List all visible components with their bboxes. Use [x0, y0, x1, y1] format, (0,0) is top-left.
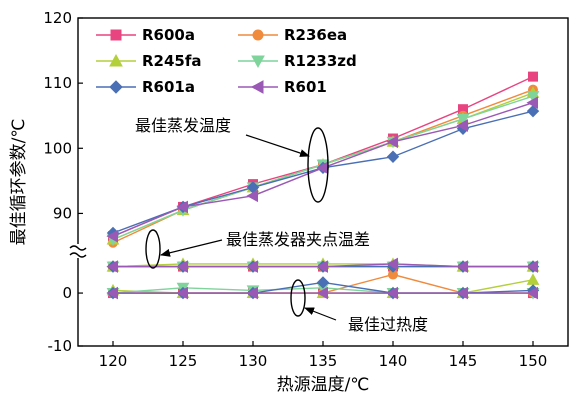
annotation-pinch-label: 最佳蒸发器夹点温差 [226, 230, 370, 249]
series-line-evap [112, 75, 534, 237]
annotation-evaporation: 最佳蒸发温度 [135, 116, 329, 203]
y-tick-label: 120 [43, 9, 72, 27]
data-point [176, 286, 188, 300]
y-tick-label: 90 [53, 204, 72, 222]
annotation-superheat: 最佳过热度 [290, 279, 428, 334]
legend-label: R601a [142, 78, 195, 96]
data-point [526, 96, 538, 110]
data-point [106, 286, 118, 300]
data-point [110, 29, 122, 41]
legend-label: R236ea [284, 26, 347, 44]
data-point [106, 229, 118, 243]
legend-item: R1233zd [238, 52, 357, 70]
legend-item: R245fa [96, 52, 202, 70]
legend: R600a R236ea R245fa R1233zd R601a R601 [96, 26, 357, 96]
x-tick-label: 135 [309, 352, 338, 370]
data-point [526, 91, 540, 103]
data-point [316, 276, 330, 289]
x-tick-label: 140 [379, 352, 408, 370]
data-point [316, 286, 328, 300]
x-axis-title: 热源温度/℃ [277, 375, 370, 395]
data-point [246, 260, 258, 273]
x-tick-label: 150 [519, 352, 548, 370]
y-tick-label: -10 [48, 337, 73, 355]
legend-item: R601 [238, 78, 327, 96]
legend-label: R1233zd [284, 52, 357, 70]
series-layer [106, 71, 540, 300]
data-point [456, 286, 468, 300]
legend-item: R600a [96, 26, 195, 44]
legend-label: R601 [284, 78, 327, 96]
data-point [250, 80, 264, 94]
data-point [246, 286, 258, 300]
data-point [251, 55, 265, 69]
data-point [526, 104, 540, 118]
data-point [176, 260, 188, 273]
data-point [106, 260, 118, 273]
annotation-pinch: 最佳蒸发器夹点温差 [145, 229, 370, 269]
series-r601 [106, 96, 538, 300]
data-point [456, 119, 468, 132]
y-axis-title: 最佳循环参数/℃ [9, 119, 29, 246]
data-point [456, 260, 468, 273]
data-point [386, 135, 398, 149]
data-point [386, 286, 398, 300]
annotation-evaporation-label: 最佳蒸发温度 [135, 116, 231, 135]
data-point [246, 189, 258, 203]
y-tick-labels: 90 100 110 120 -10 0 [43, 9, 72, 355]
data-point [526, 273, 540, 285]
data-point [456, 113, 470, 126]
x-tick-labels: 120 125 130 135 140 145 150 [99, 352, 548, 370]
data-point [109, 53, 123, 67]
data-point [176, 200, 188, 214]
x-tick-label: 130 [239, 352, 268, 370]
y-tick-label: 110 [43, 74, 72, 92]
x-tick-label: 120 [99, 352, 128, 370]
data-point [526, 260, 538, 273]
y-tick-label: 0 [62, 284, 72, 302]
legend-label: R600a [142, 26, 195, 44]
y-tick-label: 100 [43, 139, 72, 157]
data-point [109, 80, 123, 94]
annotation-superheat-label: 最佳过热度 [348, 315, 428, 334]
x-tick-label: 125 [169, 352, 198, 370]
legend-label: R245fa [142, 52, 202, 70]
data-point [386, 257, 398, 271]
data-point [316, 260, 328, 273]
axis-break-mark [69, 244, 88, 258]
axis-ticks [78, 17, 534, 347]
x-tick-label: 145 [449, 352, 478, 370]
legend-item: R236ea [238, 26, 347, 44]
legend-item: R601a [96, 78, 195, 96]
data-point [386, 150, 400, 163]
data-point [252, 29, 264, 41]
data-point [526, 286, 538, 300]
data-point [528, 71, 538, 82]
